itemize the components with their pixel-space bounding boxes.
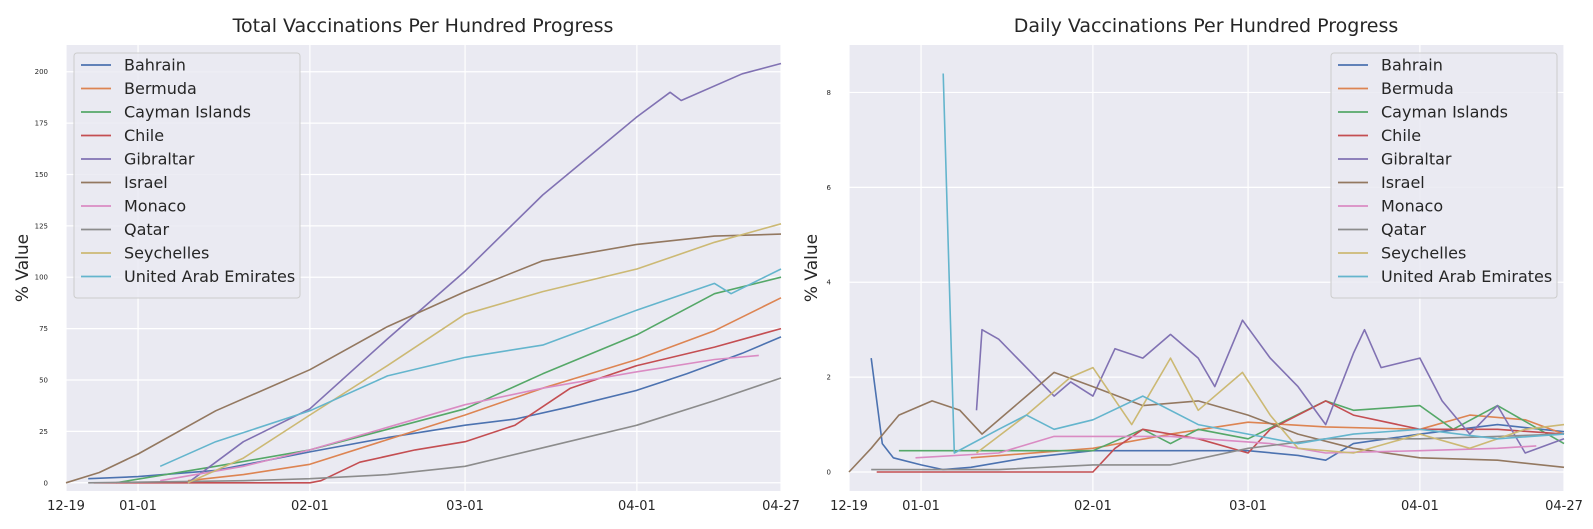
legend-label: Cayman Islands xyxy=(124,103,251,122)
y-tick-labels: 0 25 50 75 100 125 150 175 200 xyxy=(35,68,48,487)
y-tick-label: 75 xyxy=(39,325,48,333)
y-tick-label: 25 xyxy=(39,428,48,436)
x-tick-label: 12-19 xyxy=(47,499,85,514)
series-line-united-arab-emirates xyxy=(942,73,1565,454)
legend-label: United Arab Emirates xyxy=(1381,267,1552,286)
series-line-qatar xyxy=(871,433,1565,471)
y-axis-label: % Value xyxy=(13,234,33,302)
legend-label: Qatar xyxy=(124,220,169,239)
legend-label: Seychelles xyxy=(1381,244,1466,263)
x-tick-label: 01-01 xyxy=(902,499,940,514)
series-line-qatar xyxy=(88,377,782,484)
legend-label: Bermuda xyxy=(1381,79,1454,98)
legend: Bahrain Bermuda Cayman Islands Chile Gibralt… xyxy=(1330,52,1558,299)
x-tick-label: 01-01 xyxy=(119,499,157,514)
chart-title: Total Vaccinations Per Hundred Progress xyxy=(232,15,614,37)
x-tick-label: 02-01 xyxy=(291,499,329,514)
y-tick-label: 0 xyxy=(44,479,48,487)
y-tick-label: 100 xyxy=(35,274,48,282)
legend-label: Bahrain xyxy=(124,56,186,75)
y-tick-labels: 0 2 4 6 8 xyxy=(827,89,832,477)
y-tick-label: 125 xyxy=(35,222,48,230)
series-line-chile xyxy=(93,327,782,484)
x-tick-label: 02-01 xyxy=(1074,499,1112,514)
legend-label: Qatar xyxy=(1381,220,1426,239)
y-tick-label: 200 xyxy=(35,68,48,76)
chart-title: Daily Vaccinations Per Hundred Progress xyxy=(1014,15,1399,37)
legend-label: Gibraltar xyxy=(124,150,195,169)
series-line-israel xyxy=(65,233,782,484)
y-tick-label: 8 xyxy=(827,89,831,97)
legend-label: Seychelles xyxy=(124,244,209,263)
legend-label: Gibraltar xyxy=(1381,150,1452,169)
y-tick-label: 50 xyxy=(39,377,48,385)
legend-label: Israel xyxy=(124,173,168,192)
legend: Bahrain Bermuda Cayman Islands Chile Gibralt… xyxy=(73,52,301,299)
y-tick-label: 4 xyxy=(827,279,832,287)
y-axis-label: % Value xyxy=(802,234,822,302)
series-line-united-arab-emirates xyxy=(159,268,782,468)
legend-box xyxy=(1330,52,1558,299)
series-line-cayman-islands xyxy=(115,276,782,484)
chart-daily-vaccinations: 12-19 01-01 02-01 03-01 04-01 04-27 0 2 4 6 8 Dai… xyxy=(802,15,1583,514)
legend-label: Monaco xyxy=(124,197,186,216)
x-tick-label: 04-27 xyxy=(762,499,800,514)
legend-box xyxy=(73,52,301,299)
x-tick-label: 03-01 xyxy=(1229,499,1267,514)
series-line-bermuda xyxy=(187,297,782,482)
x-tick-labels: 12-19 01-01 02-01 03-01 04-01 04-27 xyxy=(830,499,1583,514)
x-tick-label: 12-19 xyxy=(830,499,868,514)
legend-label: United Arab Emirates xyxy=(124,267,295,286)
legend-label: Chile xyxy=(124,126,164,145)
y-tick-label: 2 xyxy=(827,374,831,382)
legend-label: Israel xyxy=(1381,173,1425,192)
legend-label: Cayman Islands xyxy=(1381,103,1508,122)
series-line-gibraltar xyxy=(187,62,782,484)
y-tick-label: 0 xyxy=(827,469,831,477)
series-layer xyxy=(848,73,1565,473)
x-tick-label: 04-01 xyxy=(1401,499,1439,514)
x-tick-label: 04-27 xyxy=(1545,499,1583,514)
series-line-seychelles xyxy=(187,223,782,484)
series-line-monaco xyxy=(160,354,759,482)
legend-label: Bermuda xyxy=(124,79,197,98)
series-line-seychelles xyxy=(976,357,1565,454)
legend-label: Monaco xyxy=(1381,197,1443,216)
x-tick-label: 04-01 xyxy=(618,499,656,514)
series-line-gibraltar xyxy=(975,319,1565,454)
series-line-chile xyxy=(876,400,1565,473)
grid xyxy=(65,45,782,491)
legend-label: Chile xyxy=(1381,126,1421,145)
y-tick-label: 175 xyxy=(35,120,48,128)
series-line-monaco xyxy=(915,435,1537,459)
y-tick-label: 150 xyxy=(35,171,48,179)
series-line-bermuda xyxy=(970,414,1565,459)
chart-total-vaccinations: 12-19 01-01 02-01 03-01 04-01 04-27 0 25 50 75 10… xyxy=(13,15,800,514)
legend-label: Bahrain xyxy=(1381,56,1443,75)
y-tick-label: 6 xyxy=(827,184,832,192)
x-tick-label: 03-01 xyxy=(446,499,484,514)
series-layer xyxy=(65,62,782,484)
x-tick-labels: 12-19 01-01 02-01 03-01 04-01 04-27 xyxy=(47,499,800,514)
